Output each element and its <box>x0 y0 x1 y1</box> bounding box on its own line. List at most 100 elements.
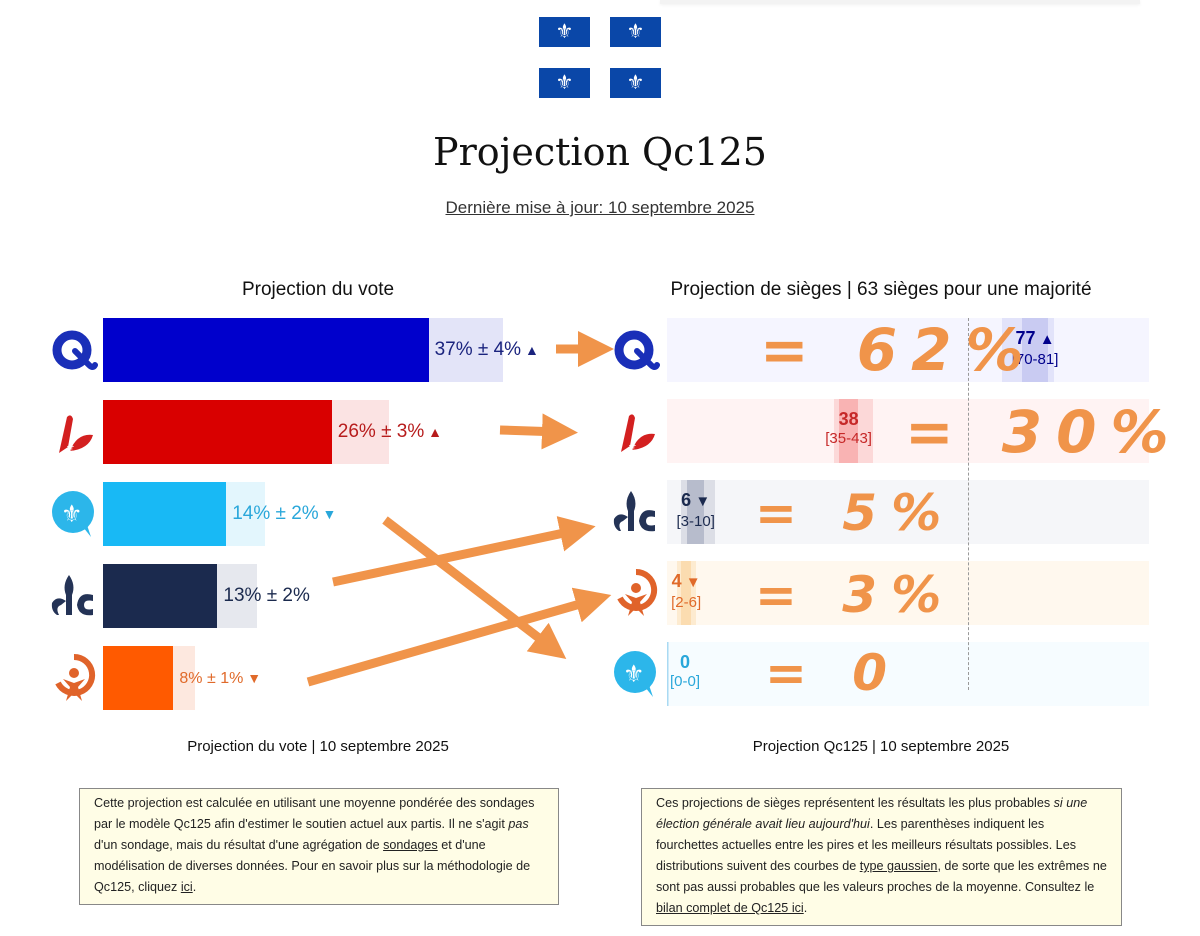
vote-bar <box>103 482 227 546</box>
fleur-de-lis-icon: ⚜ <box>626 72 645 94</box>
seat-value-label: 77 ▲ [70-81] <box>995 328 1075 370</box>
fleur-c-party-logo-icon <box>611 487 661 537</box>
fleur-de-lis-icon: ⚜ <box>626 21 645 43</box>
gaussian-link[interactable]: type gaussien <box>859 859 938 873</box>
page-title: Projection Qc125 <box>433 130 767 174</box>
seat-bar-row: 4 ▼ [2-6] <box>667 561 1149 625</box>
vote-bar <box>103 564 218 628</box>
trend-down-icon: ▼ <box>243 670 262 686</box>
trend-down-icon: ▼ <box>691 493 711 510</box>
seat-range-label: [3-10] <box>676 513 715 530</box>
arrow-pq-to-pq-icon <box>382 516 567 659</box>
vote-error-margin <box>428 318 503 382</box>
note-emphasis: si une élection générale avait lieu aujo… <box>656 796 1088 831</box>
note-text: . Les parenthèses indiquent les fourchet… <box>656 817 1076 873</box>
seat-value-label: 38 [35-43] <box>809 409 889 449</box>
vote-value-text: 14% ± 2% <box>232 503 319 524</box>
seat-likely-band <box>681 561 691 625</box>
seat-bar-row: 0 [0-0] <box>667 642 1149 706</box>
seat-range-label: [2-6] <box>671 594 702 611</box>
seat-value-label: 6 ▼ [3-10] <box>656 490 736 532</box>
note-text: , de sorte que les extrêmes ne sont pas … <box>656 859 1107 894</box>
fleur-de-lis-icon: ⚜ <box>555 72 574 94</box>
last-updated-link[interactable]: Dernière mise à jour: 10 septembre 2025 <box>445 198 755 217</box>
bubble-fleur-party-logo-icon: ⚜ <box>49 489 99 539</box>
note-text: et d'une modélisation de diverses donnée… <box>94 838 531 894</box>
seat-range-band <box>667 642 669 706</box>
note-text: . <box>192 880 197 894</box>
note-text: Cette projection est calculée en utilisa… <box>94 796 535 831</box>
seat-count: 38 <box>838 409 859 429</box>
vote-error-margin <box>226 482 266 546</box>
trend-up-icon: ▲ <box>1035 331 1055 348</box>
svg-text:⚜: ⚜ <box>623 660 645 688</box>
trend-up-icon: ▲ <box>424 424 443 440</box>
seat-count: 6 <box>681 490 692 510</box>
top-edge-bar <box>660 0 1140 4</box>
note-emphasis: pas <box>508 817 529 831</box>
vote-value-label: 14% ± 2% ▼ <box>232 482 336 546</box>
seat-range-label: [70-81] <box>1011 351 1059 368</box>
seat-likely-band <box>667 642 668 706</box>
orange-figure-party-logo-icon <box>611 568 661 618</box>
seat-likely-band <box>1021 318 1049 382</box>
vote-bar <box>103 400 332 464</box>
orange-figure-party-logo-icon <box>49 653 99 703</box>
quebec-flag-icon: ⚜ <box>539 68 590 98</box>
fleur-c-party-logo-icon <box>49 571 99 621</box>
seat-range-label: [35-43] <box>825 430 872 447</box>
seat-count: 77 <box>1015 328 1036 348</box>
vote-methodology-note: Cette projection est calculée en utilisa… <box>79 788 559 905</box>
arrow-qs-to-qs-icon <box>306 587 612 687</box>
arrow-pcq-to-pcq-icon <box>332 516 596 587</box>
svg-text:⚜: ⚜ <box>628 442 637 453</box>
seat-methodology-note: Ces projections de sièges représentent l… <box>641 788 1122 926</box>
methodology-link[interactable]: ici <box>180 880 193 894</box>
plq-party-logo-icon: ⚜ <box>49 407 99 457</box>
plq-party-logo-icon: ⚜ <box>611 406 661 456</box>
seat-likely-band <box>687 480 705 544</box>
seat-count: 4 <box>671 571 682 591</box>
seat-value-label: 4 ▼ [2-6] <box>646 571 726 613</box>
vote-bar <box>103 646 174 710</box>
seat-value-label: 0 [0-0] <box>645 652 725 692</box>
vote-value-label: 37% ± 4% ▲ <box>435 318 539 382</box>
majority-line <box>968 318 969 690</box>
vote-chart-caption: Projection du vote | 10 septembre 2025 <box>187 738 449 755</box>
seat-range-label: [0-0] <box>669 673 700 690</box>
seat-count: 0 <box>679 652 690 672</box>
arrow-plq-to-plq-icon <box>499 413 578 450</box>
vote-error-margin <box>173 646 195 710</box>
vote-bar <box>103 318 429 382</box>
svg-text:⚜: ⚜ <box>61 500 83 528</box>
quebec-flag-icon: ⚜ <box>610 68 661 98</box>
seat-chart-caption: Projection Qc125 | 10 septembre 2025 <box>752 738 1010 755</box>
quebec-flag-icon: ⚜ <box>610 17 661 47</box>
note-text: d'un sondage, mais du résultat d'une agr… <box>94 838 384 852</box>
vote-error-margin <box>217 564 257 628</box>
vote-value-label: 8% ± 1% ▼ <box>179 646 261 710</box>
seat-bar-row: 38 [35-43] <box>667 399 1149 463</box>
note-text: . <box>803 901 808 915</box>
seat-bar-row: 6 ▼ [3-10] <box>667 480 1149 544</box>
sondages-link[interactable]: sondages <box>383 838 438 852</box>
q-party-logo-icon <box>611 325 661 375</box>
trend-down-icon: ▼ <box>681 574 701 591</box>
trend-down-icon: ▼ <box>318 506 337 522</box>
q-party-logo-icon <box>49 325 99 375</box>
vote-value-text: 26% ± 3% <box>337 421 425 442</box>
seat-likely-band <box>839 399 859 463</box>
vote-chart-title: Projection du vote <box>241 279 395 300</box>
svg-text:⚜: ⚜ <box>66 443 75 454</box>
note-text: Ces projections de sièges représentent l… <box>656 796 1054 810</box>
vote-value-label: 13% ± 2% <box>223 564 309 628</box>
seat-bar-row: 77 ▲ [70-81] <box>667 318 1149 382</box>
bubble-fleur-party-logo-icon: ⚜ <box>611 649 661 699</box>
full-report-link[interactable]: bilan complet de Qc125 ici <box>656 901 804 915</box>
vote-value-label: 26% ± 3% ▲ <box>338 400 442 464</box>
fleur-de-lis-icon: ⚜ <box>555 21 574 43</box>
seat-chart-title: Projection de sièges | 63 sièges pour un… <box>670 279 1092 300</box>
vote-value-text: 13% ± 2% <box>223 585 310 606</box>
quebec-flag-icon: ⚜ <box>539 17 590 47</box>
trend-up-icon: ▲ <box>521 342 539 358</box>
